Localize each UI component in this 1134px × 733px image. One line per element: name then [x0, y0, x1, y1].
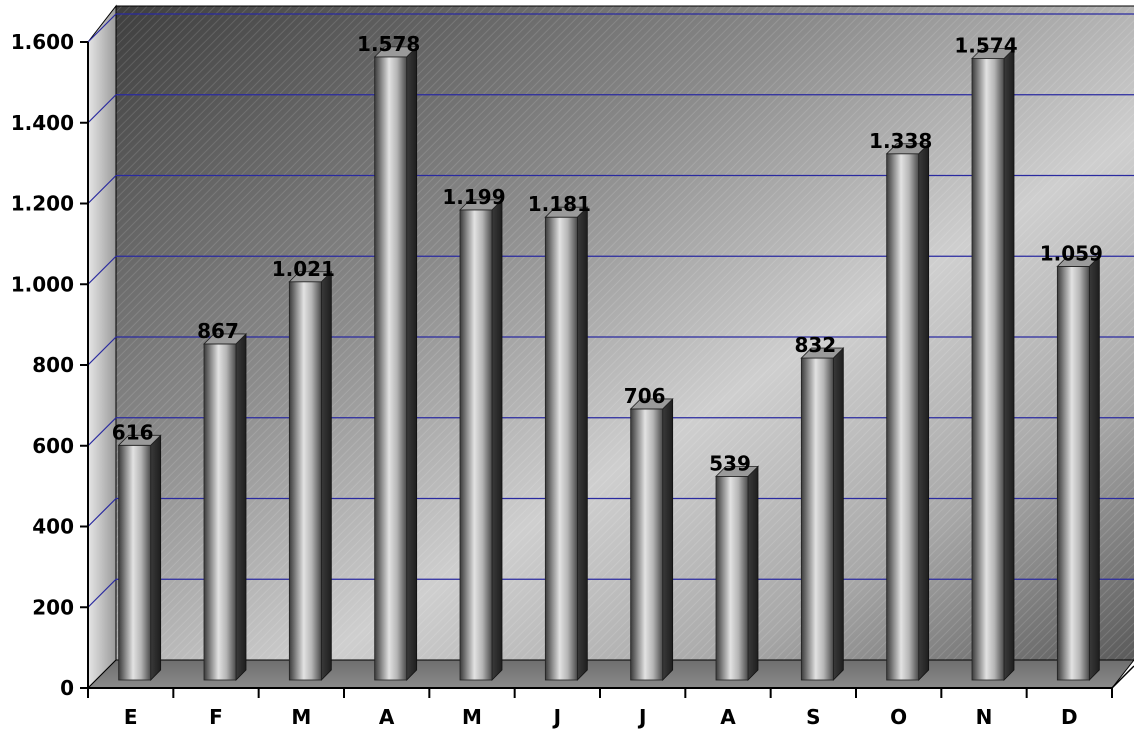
gridline-side [87, 175, 117, 204]
bar-side [662, 397, 674, 681]
data-label: 1.021 [272, 257, 335, 281]
bar-front [886, 153, 920, 681]
bar-top [203, 333, 247, 345]
chart-walls [87, 4, 1134, 690]
data-labels: 616 867 1.021 1.578 1.199 1.181 706 539 832 1.338… [112, 32, 1103, 475]
x-category-label: M [291, 705, 311, 729]
bar-top [544, 206, 589, 218]
y-tick-label: 0 [60, 676, 74, 700]
x-category-label: O [890, 705, 907, 729]
data-label: 616 [112, 420, 154, 444]
x-category-label: J [552, 705, 561, 729]
x-category-label: E [124, 705, 138, 729]
bar [629, 397, 674, 681]
y-tick-label: 200 [32, 595, 74, 619]
bar-side [576, 206, 588, 681]
x-category-label: A [720, 705, 736, 729]
bar-side [747, 465, 759, 681]
y-tick-label: 1.400 [11, 111, 74, 135]
bar-top [971, 48, 1015, 59]
bar-front [374, 56, 408, 681]
data-label: 706 [624, 384, 666, 408]
bar [800, 347, 845, 681]
bar-side [1088, 255, 1100, 681]
x-category-label: F [209, 705, 223, 729]
bar [288, 270, 333, 681]
data-label: 832 [794, 333, 836, 357]
gridlines [87, 13, 1134, 608]
bar-front [459, 209, 493, 681]
y-tick-label: 600 [32, 434, 74, 458]
bar [544, 206, 589, 681]
bar [459, 198, 503, 681]
bar-top [373, 46, 418, 58]
bar [715, 465, 759, 681]
bar-side [1003, 47, 1015, 681]
gridline-side [87, 498, 117, 527]
bar-side [235, 332, 247, 681]
x-category-label: D [1061, 705, 1078, 729]
bar [1056, 255, 1101, 681]
bar-front [544, 216, 578, 681]
back-wall-texture [116, 6, 1134, 660]
x-category-label: M [462, 705, 482, 729]
bar-front [1056, 266, 1090, 681]
gridline-side [87, 94, 117, 124]
bar-side [491, 198, 503, 681]
bar-top [459, 199, 503, 211]
bar-side [150, 434, 162, 681]
x-category-label: J [637, 705, 646, 729]
data-label: 1.338 [869, 129, 932, 153]
bar [117, 434, 162, 681]
data-label: 867 [197, 319, 239, 343]
bar-top [288, 271, 333, 283]
bar-front [118, 444, 152, 681]
x-axis-depth-edge [1111, 665, 1134, 689]
bar-front [630, 408, 664, 681]
data-label: 1.199 [442, 185, 505, 209]
bar [203, 332, 247, 681]
x-category-label: S [806, 705, 820, 729]
bar-front [800, 357, 834, 681]
bar-side [320, 270, 332, 681]
x-category-label: N [976, 705, 993, 729]
data-label: 1.578 [357, 32, 420, 56]
bar-top [1056, 256, 1101, 267]
bar-side [918, 142, 930, 681]
y-tick-label: 1.200 [11, 192, 74, 216]
bar-front [203, 343, 237, 681]
bar-front [288, 281, 322, 681]
bar-top [117, 434, 162, 446]
y-tick-label: 400 [32, 515, 74, 539]
bar-front [715, 475, 749, 681]
bar-side [406, 45, 418, 681]
bar-top [715, 465, 759, 477]
y-tick-label: 1.000 [11, 272, 74, 296]
gridline-side [87, 336, 117, 366]
x-category-label: A [379, 705, 395, 729]
data-label: 1.181 [528, 192, 591, 216]
data-label: 1.059 [1040, 241, 1103, 265]
bars [117, 45, 1101, 681]
bar [885, 142, 930, 681]
y-tick-label: 1.600 [11, 30, 74, 54]
bar-side [832, 347, 844, 681]
gridline-side [87, 578, 117, 608]
y-axis-ticks: 0 200 400 600 800 1.000 1.200 1.400 1.600 [11, 30, 88, 700]
bar-front [971, 58, 1005, 681]
bar [373, 45, 418, 681]
y-tick-label: 800 [32, 353, 74, 377]
bar [971, 47, 1015, 681]
gridline-side [87, 13, 117, 43]
gridline-side [87, 417, 117, 447]
data-label: 1.574 [954, 33, 1017, 57]
bar-top [629, 398, 674, 410]
bar-top [800, 347, 845, 359]
data-label: 539 [709, 451, 751, 475]
bar-top [885, 143, 930, 155]
gridline-side [87, 255, 117, 285]
